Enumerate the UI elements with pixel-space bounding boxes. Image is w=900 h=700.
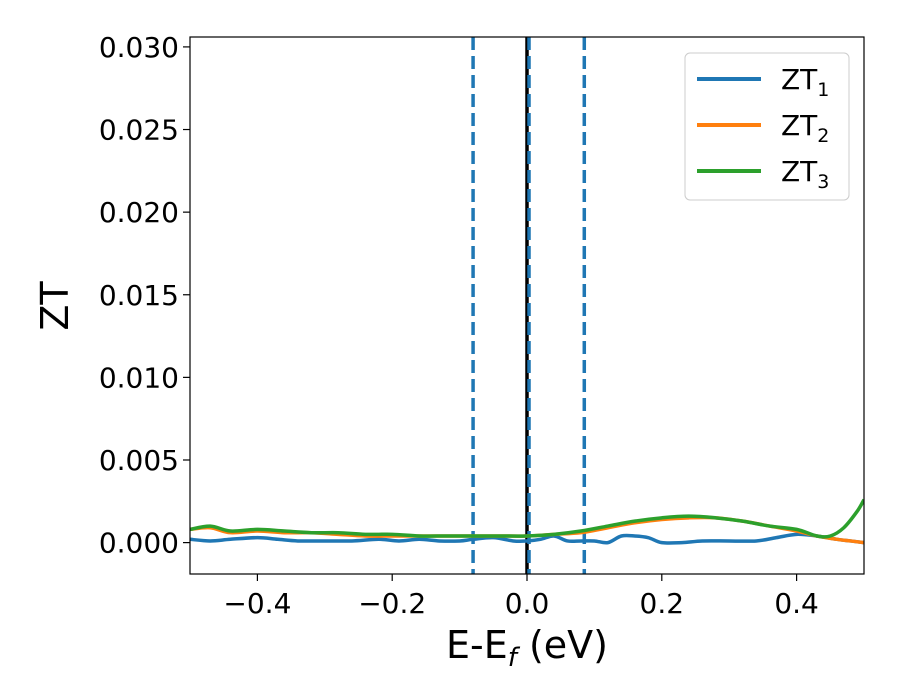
series-line-zt3 <box>190 498 864 539</box>
y-tick-label: 0.010 <box>99 361 179 394</box>
y-axis-ticks: 0.000 0.005 0.010 0.015 0.020 0.025 0.030 <box>99 31 190 560</box>
reference-lines <box>471 37 587 574</box>
y-tick-label: 0.030 <box>99 31 179 64</box>
y-tick-label: 0.000 <box>99 527 179 560</box>
legend-label-zt2: ZT2 <box>781 109 829 147</box>
x-tick-label: 0.0 <box>505 587 550 620</box>
x-tick-label: −0.2 <box>358 587 426 620</box>
legend: ZT1 ZT2 ZT3 <box>684 52 850 201</box>
legend-label-zt1: ZT1 <box>781 63 829 101</box>
y-tick-label: 0.015 <box>99 279 179 312</box>
x-tick-label: −0.4 <box>223 587 291 620</box>
x-tick-label: 0.4 <box>774 587 819 620</box>
series-lines <box>190 498 864 545</box>
y-tick-label: 0.025 <box>99 114 179 147</box>
x-axis-ticks: −0.4 −0.2 0.0 0.2 0.4 <box>223 574 819 620</box>
y-tick-label: 0.020 <box>99 196 179 229</box>
y-tick-label: 0.005 <box>99 444 179 477</box>
y-axis-label: ZT <box>33 281 77 331</box>
x-axis-label: E-Ef (eV) <box>446 623 608 673</box>
x-tick-label: 0.2 <box>640 587 685 620</box>
legend-box <box>684 52 850 201</box>
legend-label-zt3: ZT3 <box>781 155 829 193</box>
